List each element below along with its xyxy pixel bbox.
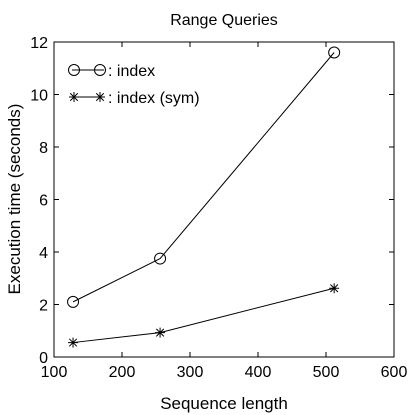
legend-circle-right	[94, 64, 106, 76]
legend-marker-index	[68, 64, 106, 76]
x-axis-title: Sequence length	[160, 394, 288, 413]
data-point	[328, 46, 341, 59]
data-point	[68, 337, 79, 348]
y-tick-label: 12	[30, 35, 48, 52]
plot-area: 100 200 300 400 500 600 0 2 4 6 8 10 12	[30, 35, 407, 381]
x-tick-label: 300	[177, 364, 204, 381]
x-tick-label: 200	[109, 364, 136, 381]
axes-frame	[53, 41, 395, 358]
y-tick-label: 6	[39, 193, 48, 210]
chart-title: Range Queries	[170, 12, 278, 29]
y-tick-label: 4	[39, 245, 48, 262]
legend-label-index: : index	[108, 63, 155, 80]
y-axis-title: Execution time (seconds)	[5, 104, 24, 295]
legend-circle-left	[68, 64, 80, 76]
y-tick-label: 10	[30, 88, 48, 105]
series-line	[72, 287, 335, 344]
y-tick-label: 2	[39, 298, 48, 315]
x-tick-label: 500	[313, 364, 340, 381]
legend: : index : index (sym)	[68, 63, 200, 107]
data-point	[329, 283, 340, 294]
legend-label-index-sym: : index (sym)	[108, 90, 200, 107]
legend-marker-index-sym	[69, 92, 105, 102]
legend-star-left	[69, 92, 79, 102]
data-point	[154, 252, 167, 265]
data-point	[155, 327, 166, 338]
series-index	[67, 46, 341, 308]
series-line	[72, 52, 335, 303]
x-tick-label: 400	[245, 364, 272, 381]
y-tick-label: 8	[39, 140, 48, 157]
x-tick-label: 100	[41, 364, 68, 381]
series-index-sym	[68, 283, 340, 348]
legend-star-right	[95, 92, 105, 102]
y-tick-label: 0	[39, 350, 48, 367]
x-tick-label: 600	[381, 364, 408, 381]
data-point	[67, 295, 80, 308]
